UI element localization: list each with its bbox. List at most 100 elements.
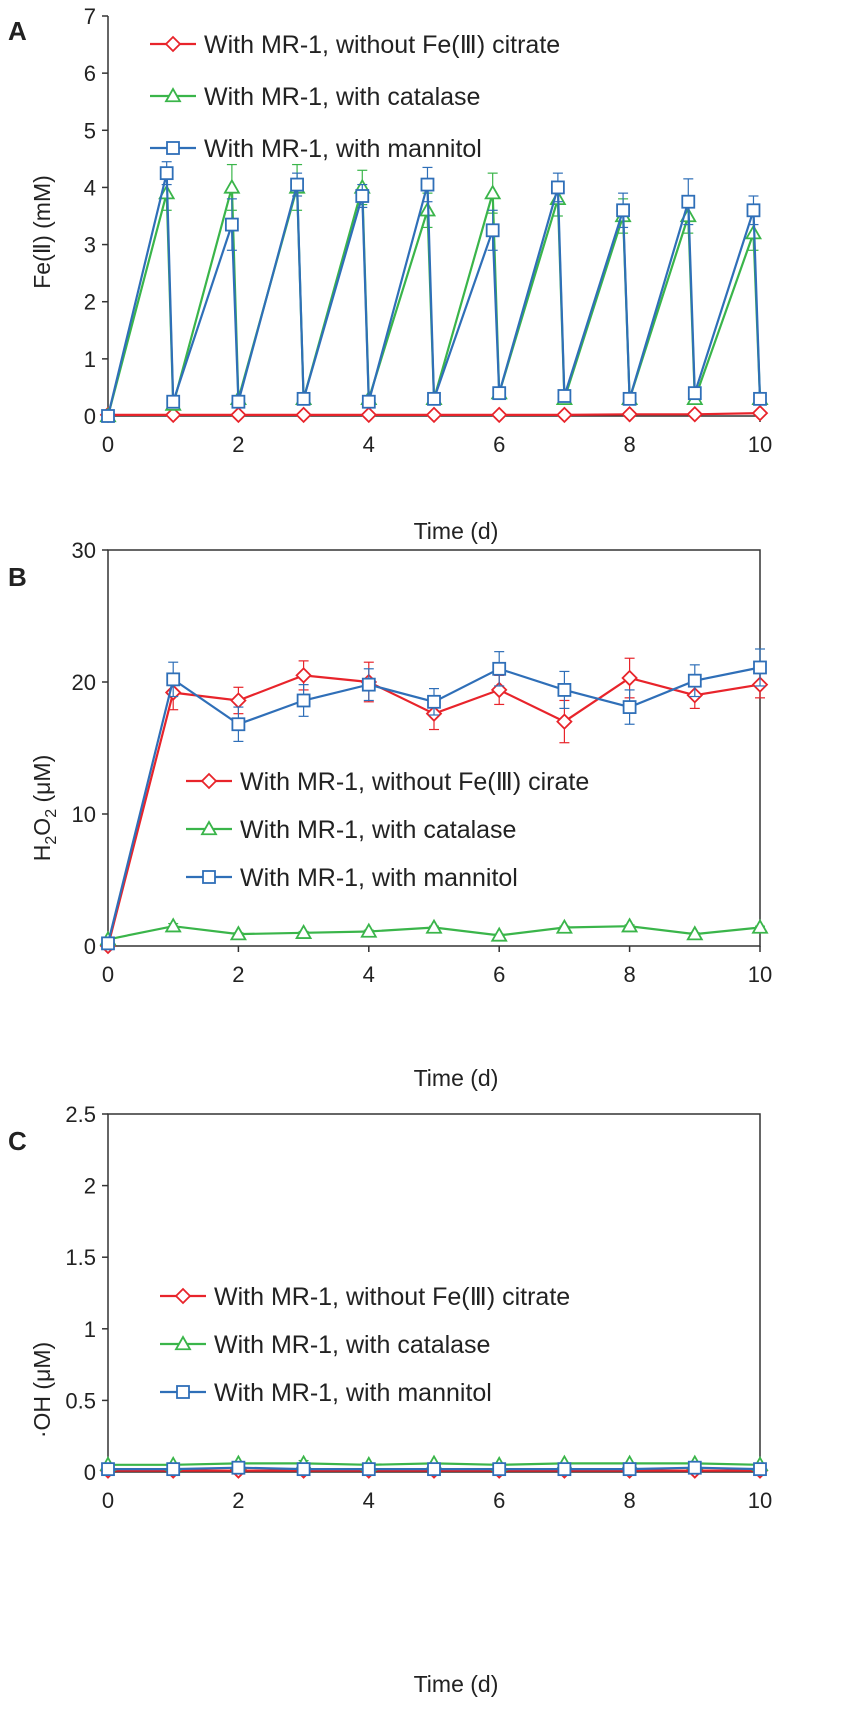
data-point (290, 177, 304, 192)
panel-letter-c: C (8, 1126, 27, 1156)
data-point (622, 700, 637, 714)
x-tick-label: 6 (493, 1488, 505, 1513)
legend-entry-a-1: With MR-1, without Fe(Ⅲ) citrate (150, 31, 560, 59)
data-point (746, 203, 761, 218)
legend-marker-green-triangle (160, 1335, 206, 1351)
data-point (557, 683, 572, 697)
x-tick-label: 2 (232, 1488, 244, 1513)
data-point (621, 406, 638, 423)
legend-c: With MR-1, without Fe(Ⅲ) citrate With MR… (160, 1283, 570, 1407)
legend-entry-b-1: With MR-1, without Fe(Ⅲ) cirate (186, 768, 589, 796)
legend-marker (174, 1287, 192, 1305)
data-point (164, 406, 182, 424)
y-axis-title-b: H2O2 (μM) (29, 755, 60, 861)
y-tick-label: 0.5 (65, 1388, 96, 1413)
y-tick-label: 0 (84, 934, 96, 959)
data-point (101, 1462, 115, 1477)
data-point (753, 1462, 767, 1477)
legend-marker-green-triangle (150, 87, 196, 103)
data-point (686, 925, 704, 941)
data-point (687, 386, 702, 401)
panel-letter-b: B (8, 562, 27, 592)
data-point (427, 694, 441, 709)
legend-marker-blue-square (160, 1385, 206, 1399)
y-tick-label: 5 (84, 118, 96, 143)
data-point (557, 389, 572, 403)
legend-label-a-3: With MR-1, with mannitol (204, 135, 482, 163)
data-point (361, 1462, 376, 1477)
x-tick-label: 6 (493, 962, 505, 987)
series-red (99, 404, 769, 424)
data-point (295, 923, 313, 939)
y-tick-label: 7 (84, 4, 96, 29)
x-tick-label: 4 (363, 962, 375, 987)
x-tick-label: 10 (748, 962, 772, 987)
data-point (230, 692, 247, 709)
legend-marker-red-diamond (186, 772, 232, 790)
x-tick-label: 4 (363, 1488, 375, 1513)
y-title-o: O (29, 818, 55, 836)
data-point (223, 178, 241, 194)
x-tick-label: 0 (102, 1488, 114, 1513)
x-tick-label: 8 (623, 432, 635, 457)
legend-b: With MR-1, without Fe(Ⅲ) cirate With MR-… (186, 768, 589, 892)
legend-label-b-3: With MR-1, with mannitol (240, 864, 518, 892)
x-tick-label: 4 (363, 432, 375, 457)
series-blue (101, 1460, 767, 1477)
data-point (557, 1462, 572, 1477)
panel-c: C 00.511.522.50 2 4 6 8 10 Time (d) ·OH (μM) … (8, 1102, 772, 1697)
data-point (295, 667, 312, 684)
y-tick-label: 6 (84, 61, 96, 86)
data-point (166, 672, 181, 687)
data-point (622, 1462, 637, 1477)
legend-marker (176, 1385, 190, 1399)
data-point (164, 917, 182, 933)
y-tick-label: 2 (84, 290, 96, 315)
data-point (101, 936, 115, 951)
y-title-unit: (μM) (29, 755, 55, 809)
x-axis-title-c: Time (d) (414, 1671, 499, 1697)
data-point (101, 409, 115, 423)
y-axis-title-c: ·OH (μM) (29, 1342, 55, 1438)
legend-label-c-2: With MR-1, with catalase (214, 1331, 490, 1359)
data-point (224, 217, 239, 232)
legend-marker-blue-square (150, 141, 196, 155)
plot-area-c: 0 0.5 1 1.5 2 2.5 0 2 4 6 8 10 (65, 1102, 772, 1513)
data-point (360, 406, 378, 424)
plot-area-a: 0 1 2 3 4 5 6 7 0 2 4 6 8 10 (84, 4, 772, 457)
y-tick-label: 2 (84, 1174, 96, 1199)
data-point (556, 406, 573, 424)
data-point (295, 406, 312, 424)
data-point (621, 669, 638, 687)
data-point (427, 1462, 441, 1477)
data-point (686, 406, 704, 423)
y-title-sub-2a: 2 (43, 836, 60, 845)
data-point (420, 177, 435, 192)
panel-a: A 0 1 2 3 4 5 6 7 0 2 4 6 8 10 Time (d) Fe(Ⅱ) (mM) Wi… (8, 4, 772, 544)
data-point (485, 223, 500, 238)
y-tick-label: 30 (72, 538, 96, 563)
data-point (296, 1462, 311, 1477)
data-point (751, 918, 769, 934)
y-tick-label: 1 (84, 1317, 96, 1342)
x-tick-label: 0 (102, 432, 114, 457)
data-point (687, 673, 702, 688)
y-tick-label: 2.5 (65, 1102, 96, 1127)
data-point (492, 661, 507, 676)
legend-marker (174, 1335, 192, 1351)
data-point (230, 406, 247, 424)
data-point (159, 166, 174, 181)
legend-marker-blue-square (186, 870, 232, 884)
data-point (681, 194, 696, 209)
data-point (490, 926, 508, 942)
y-tick-label: 3 (84, 233, 96, 258)
data-point (555, 918, 573, 934)
data-point (492, 1462, 507, 1477)
legend-marker (202, 870, 216, 884)
legend-entry-b-2: With MR-1, with catalase (186, 816, 516, 844)
legend-marker (200, 820, 218, 836)
data-point (753, 660, 767, 675)
data-point (229, 925, 247, 941)
legend-label-a-1: With MR-1, without Fe(Ⅲ) citrate (204, 31, 560, 59)
x-tick-label: 8 (623, 962, 635, 987)
